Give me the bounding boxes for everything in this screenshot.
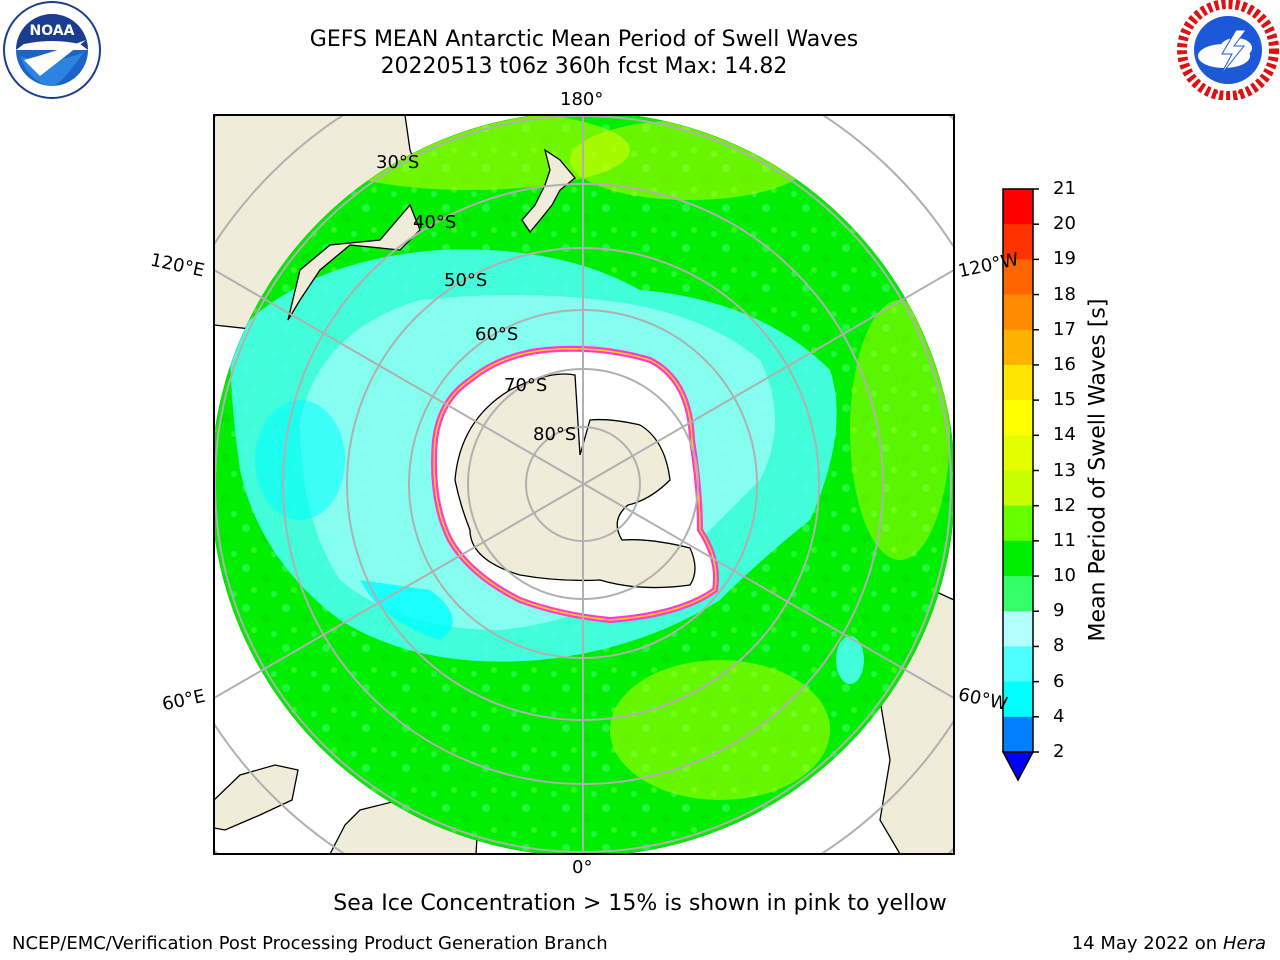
colorbar-tick-label: 17 xyxy=(1053,318,1076,340)
colorbar-block xyxy=(1003,470,1033,507)
land-new-zealand xyxy=(521,148,576,234)
nws-logo xyxy=(1177,0,1279,100)
lat-label-70s: 70°S xyxy=(504,375,548,396)
colorbar-block xyxy=(1003,646,1033,683)
lat-label-30s: 30°S xyxy=(376,152,420,173)
colorbar-tick-label: 21 xyxy=(1053,178,1076,199)
noaa-logo: NOAA xyxy=(3,1,101,99)
land-antarctica xyxy=(454,373,696,589)
colorbar-block xyxy=(1003,435,1033,471)
colorbar-title: Mean Period of Swell Waves [s] xyxy=(1085,298,1111,642)
colorbar-tick-label: 9 xyxy=(1053,600,1065,622)
caption: Sea Ice Concentration > 15% is shown in … xyxy=(333,891,947,916)
colorbar-tick-label: 6 xyxy=(1053,670,1065,692)
colorbar-tick-label: 10 xyxy=(1053,565,1076,587)
colorbar-tick-label: 16 xyxy=(1053,353,1076,375)
colorbar-block xyxy=(1003,400,1033,436)
colorbar-tick-label: 20 xyxy=(1053,213,1076,235)
colorbar-block xyxy=(1003,576,1033,612)
colorbar-block xyxy=(1003,364,1033,401)
colorbar-tick-label: 15 xyxy=(1053,389,1076,411)
chart-subtitle: 20220513 t06z 360h fcst Max: 14.82 xyxy=(380,54,788,79)
colorbar xyxy=(1001,188,1039,782)
lon-label-180: 180° xyxy=(560,89,604,110)
colorbar-block xyxy=(1003,189,1033,225)
colorbar-tick-label: 8 xyxy=(1053,635,1065,657)
colorbar-tick-label: 19 xyxy=(1053,248,1076,270)
colorbar-tick-label: 14 xyxy=(1053,424,1076,446)
noaa-logo-text: NOAA xyxy=(30,23,75,39)
colorbar-tick-label: 18 xyxy=(1053,283,1076,305)
colorbar-block xyxy=(1003,329,1033,366)
footer-date: 14 May 2022 on Hera xyxy=(1072,933,1266,954)
colorbar-tick-label: 13 xyxy=(1053,459,1076,481)
lon-label-0: 0° xyxy=(572,857,593,878)
colorbar-block xyxy=(1003,505,1033,542)
lat-label-50s: 50°S xyxy=(444,270,488,291)
colorbar-block xyxy=(1003,294,1033,331)
colorbar-block xyxy=(1003,259,1033,296)
footer-credit: NCEP/EMC/Verification Post Processing Pr… xyxy=(12,933,608,954)
colorbar-extend-arrow xyxy=(1001,751,1035,782)
map-frame xyxy=(213,114,955,855)
lat-label-80s: 80°S xyxy=(533,424,577,445)
colorbar-tick-label: 4 xyxy=(1053,705,1065,727)
colorbar-block xyxy=(1003,540,1033,577)
colorbar-block xyxy=(1003,681,1033,718)
lat-label-40s: 40°S xyxy=(413,212,457,233)
chart-title: GEFS MEAN Antarctic Mean Period of Swell… xyxy=(309,27,859,52)
footer-machine: Hera xyxy=(1222,933,1266,954)
colorbar-block xyxy=(1003,611,1033,647)
colorbar-tick-label: 11 xyxy=(1053,529,1076,551)
colorbar-tick-label: 2 xyxy=(1053,741,1065,762)
colorbar-block xyxy=(1003,224,1033,260)
lat-label-60s: 60°S xyxy=(475,324,519,345)
colorbar-tick-label: 12 xyxy=(1053,494,1076,516)
land-madagascar xyxy=(214,764,299,831)
colorbar-block xyxy=(1003,716,1033,753)
footer-date-text: 14 May 2022 on xyxy=(1071,933,1218,954)
